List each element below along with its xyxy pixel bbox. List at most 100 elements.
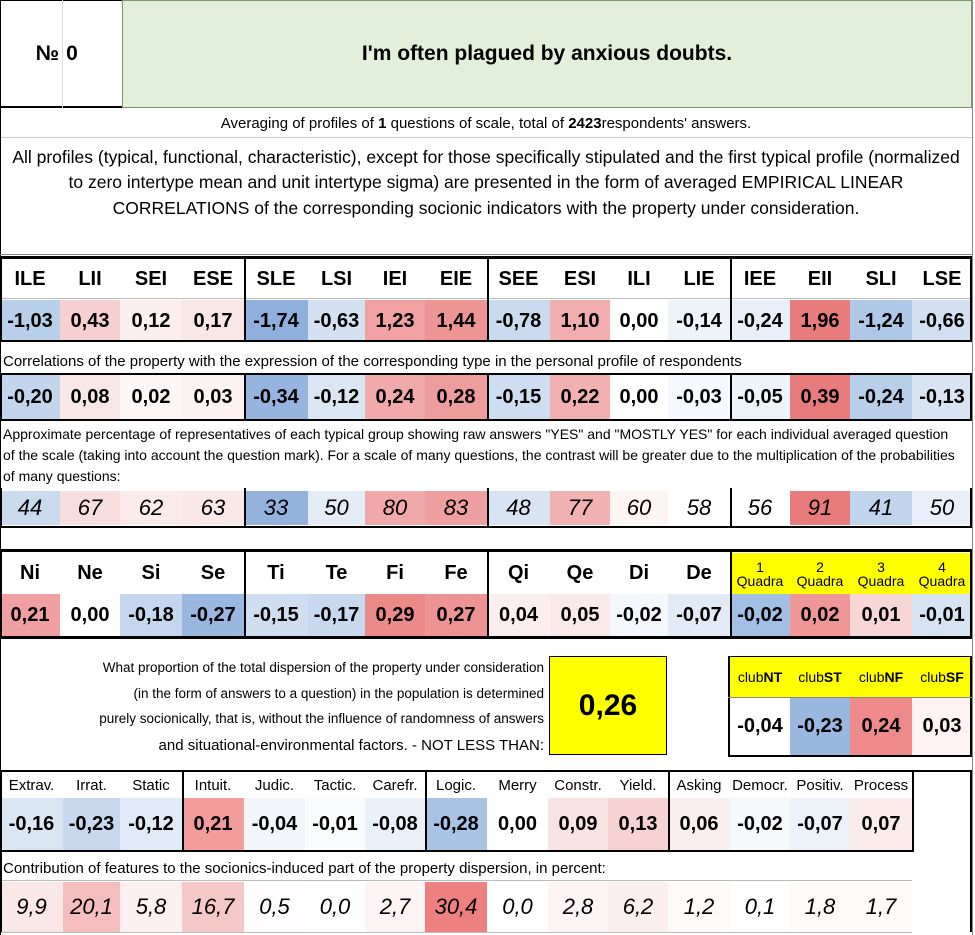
grid-line xyxy=(0,526,972,528)
trait-label: Positiv. xyxy=(796,776,844,794)
number-divider xyxy=(62,0,63,108)
type-value-sle: -1,74 xyxy=(244,300,308,342)
percentage-value: 83 xyxy=(425,491,487,525)
grid-line xyxy=(0,770,972,772)
club-code: NT xyxy=(763,669,783,685)
quadra-word: Quadra xyxy=(857,572,905,589)
percent-caption: Approximate percentage of representative… xyxy=(3,426,955,484)
trait-value: 0,13 xyxy=(608,798,668,850)
grid-line xyxy=(970,256,972,342)
type-value-eii: 1,96 xyxy=(790,300,850,342)
correlation-value: -0,15 xyxy=(487,375,550,420)
grid-line xyxy=(0,549,2,638)
grid-line xyxy=(0,880,912,881)
type-value-eie: 1,44 xyxy=(425,300,487,342)
quadra-word: Quadra xyxy=(736,572,784,589)
percentage-value: 67 xyxy=(60,491,120,525)
dispersion-value: 0,26 xyxy=(549,656,667,755)
grid-line xyxy=(244,256,246,342)
type-value-sli: -1,24 xyxy=(850,300,912,342)
type-label-sle: SLE xyxy=(256,267,296,290)
summary-prefix: Averaging of profiles of xyxy=(220,115,379,132)
type-value-lii: 0,43 xyxy=(60,300,120,342)
quadra-label-4: 4 Quadra xyxy=(912,553,972,594)
correlation-value: -0,34 xyxy=(244,375,308,420)
grid-line xyxy=(487,373,489,421)
correlation-value: 0,28 xyxy=(425,375,487,420)
correlation-value: 0,02 xyxy=(120,375,182,420)
quadra-label-1: 1 Quadra xyxy=(730,553,790,594)
contribution-value: 30,4 xyxy=(425,882,487,932)
function-value-fi: 0,29 xyxy=(365,594,425,636)
function-value-si: -0,18 xyxy=(120,594,182,636)
trait-value: 0,06 xyxy=(668,798,730,850)
club-label-nt: club NT xyxy=(730,656,790,698)
club-value-nt: -0,04 xyxy=(730,698,790,755)
trait-label: Irrat. xyxy=(76,776,107,794)
correlation-value: -0,12 xyxy=(308,375,365,420)
grid-line xyxy=(730,549,732,638)
correlation-value: 0,24 xyxy=(365,375,425,420)
percentage-value: 62 xyxy=(120,491,182,525)
quadra-number: 3 xyxy=(877,558,885,575)
percentage-value: 44 xyxy=(0,491,60,525)
correlation-value: -0,03 xyxy=(668,375,730,420)
number-cell xyxy=(0,0,122,108)
type-label-ese: ESE xyxy=(192,267,234,290)
grid-line xyxy=(0,636,972,639)
club-prefix: club xyxy=(858,669,885,685)
summary-respondents: 2423 xyxy=(568,115,602,132)
function-label-te: Te xyxy=(325,562,348,584)
contribution-value: 16,7 xyxy=(182,882,244,932)
percentage-value: 41 xyxy=(850,491,912,525)
percentage-value: 80 xyxy=(365,491,425,525)
type-label-lsi: LSI xyxy=(320,267,353,290)
contribution-value: 0,0 xyxy=(305,882,365,932)
quadra-value-1: -0,02 xyxy=(730,594,790,636)
type-label-lii: LII xyxy=(78,267,102,290)
quadra-value-4: -0,01 xyxy=(912,594,972,636)
function-value-ti: -0,15 xyxy=(244,594,308,636)
dispersion-text-line: (in the form of answers to a question) i… xyxy=(133,685,544,701)
contribution-value: 20,1 xyxy=(63,882,120,932)
dispersion-text-line: What proportion of the total dispersion … xyxy=(102,660,544,675)
percentage-value: 63 xyxy=(182,491,244,525)
type-label-esi: ESI xyxy=(563,267,597,290)
percentage-value: 91 xyxy=(790,491,850,525)
number-value: 0 xyxy=(66,42,78,65)
type-label-eii: EII xyxy=(807,267,833,290)
correlations-caption: Correlations of the property with the ex… xyxy=(3,353,742,370)
function-label-de: De xyxy=(686,562,712,584)
type-label-lie: LIE xyxy=(683,267,715,290)
trait-value: -0,12 xyxy=(120,798,182,850)
function-label-qi: Qi xyxy=(507,562,530,584)
type-label-iee: IEE xyxy=(743,267,777,290)
dispersion-text-line: and situational-environmental factors. -… xyxy=(158,736,544,754)
grid-line xyxy=(970,770,972,932)
grid-line xyxy=(0,298,972,299)
club-code: NF xyxy=(884,669,904,685)
function-label-ni: Ni xyxy=(20,562,40,584)
summary-suffix: respondents' answers. xyxy=(601,115,752,132)
grid-line xyxy=(0,340,972,342)
grid-line xyxy=(0,373,972,375)
club-value-st: -0,23 xyxy=(790,698,850,755)
quadra-label-2: 2 Quadra xyxy=(790,553,850,594)
grid-line xyxy=(0,850,912,852)
function-label-si: Si xyxy=(141,562,161,584)
function-value-qi: 0,04 xyxy=(487,594,550,636)
function-label-ne: Ne xyxy=(77,562,103,584)
trait-label: Democr. xyxy=(732,776,788,794)
contribution-value: 0,1 xyxy=(730,882,790,932)
club-label-nf: club NF xyxy=(850,656,912,698)
grid-line xyxy=(730,256,732,342)
function-label-di: Di xyxy=(629,562,649,584)
trait-value: 0,21 xyxy=(182,798,244,850)
trait-value: 0,00 xyxy=(487,798,548,850)
page-title: I'm often plagued by anxious doubts. xyxy=(122,0,972,108)
type-label-lse: LSE xyxy=(922,267,962,290)
contribution-value: 5,8 xyxy=(120,882,182,932)
grid-line xyxy=(730,488,732,528)
trait-value: 0,09 xyxy=(548,798,608,850)
